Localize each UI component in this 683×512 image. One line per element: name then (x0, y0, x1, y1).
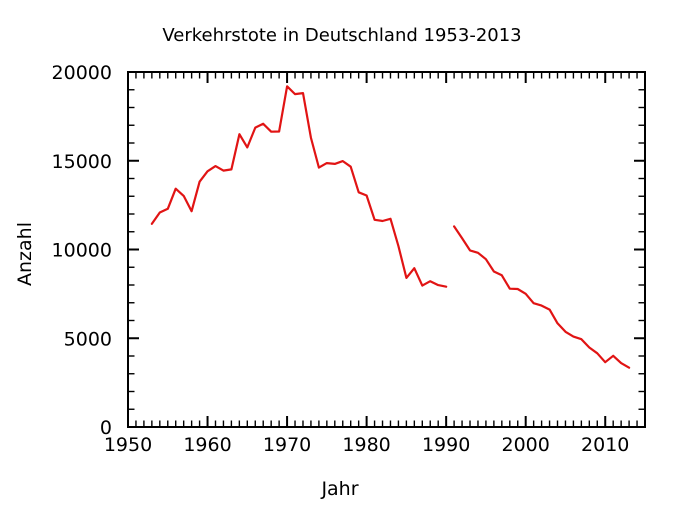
y-tick-labels: 0 5000 10000 15000 20000 (52, 62, 112, 439)
data-series (150, 85, 631, 369)
y-tick-label: 15000 (52, 151, 112, 173)
y-tick-label: 10000 (52, 240, 112, 262)
x-tick-label: 2010 (581, 434, 629, 456)
x-tick-labels: 1950 1960 1970 1980 1990 2000 2010 (104, 434, 630, 456)
x-tick-label: 1960 (183, 434, 231, 456)
x-tick-label: 1950 (104, 434, 152, 456)
y-tick-label: 0 (100, 417, 112, 439)
x-tick-label: 2000 (502, 434, 550, 456)
y-axis-label: Anzahl (14, 222, 36, 286)
plot-border (127, 71, 646, 428)
x-tick-label: 1990 (422, 434, 470, 456)
axis-ticks (127, 71, 646, 428)
y-tick-label: 20000 (52, 62, 112, 84)
x-tick-label: 1970 (263, 434, 311, 456)
series-line (453, 225, 631, 369)
chart-title: Verkehrstote in Deutschland 1953-2013 (162, 25, 521, 46)
y-tick-label: 5000 (64, 328, 112, 350)
axis-frame (127, 71, 646, 428)
x-axis-label: Jahr (320, 478, 358, 500)
x-tick-label: 1980 (342, 434, 390, 456)
series-line (150, 85, 448, 288)
